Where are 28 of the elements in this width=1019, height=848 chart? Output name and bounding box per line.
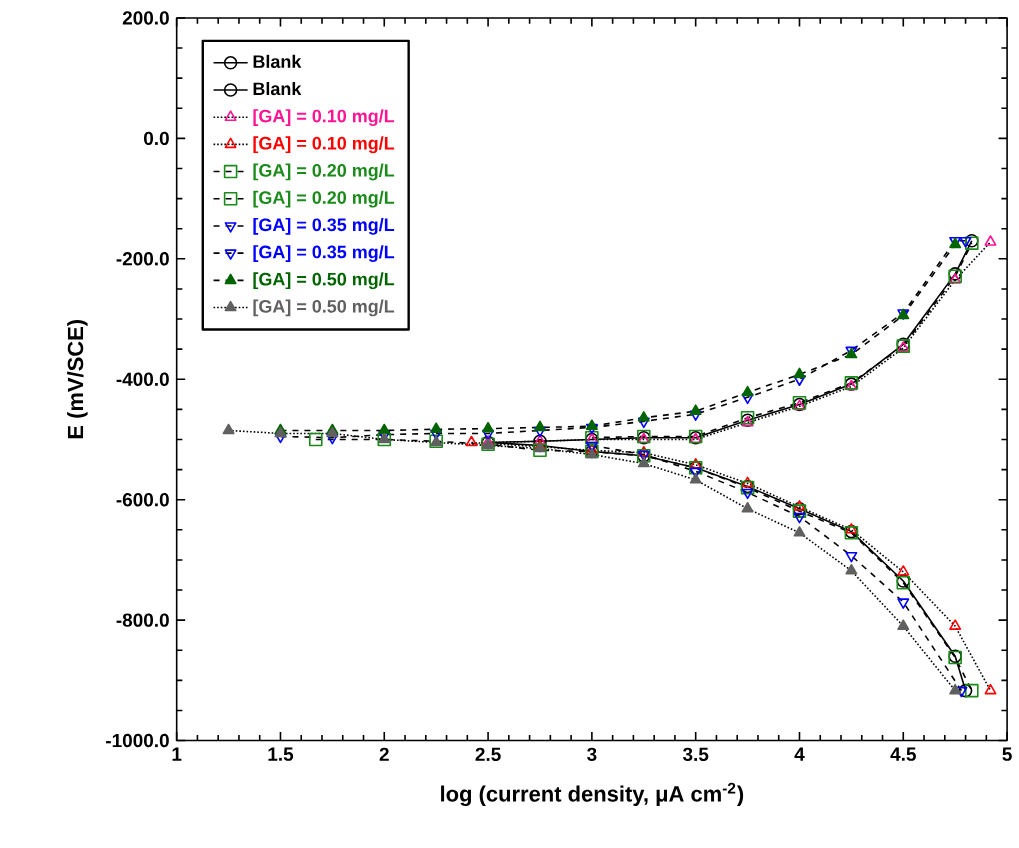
x-tick-label: 4.5 bbox=[890, 747, 916, 761]
legend-label: [GA] = 0.10 mg/L bbox=[253, 136, 395, 154]
legend-label: Blank bbox=[253, 54, 302, 68]
y-tick-label: 200.0 bbox=[122, 11, 169, 25]
x-tick-label: 1.5 bbox=[268, 747, 294, 761]
x-tick-label: 5 bbox=[1002, 747, 1012, 761]
y-tick-label: -400.0 bbox=[116, 372, 169, 386]
y-tick-label: 0.0 bbox=[144, 131, 169, 145]
x-tick-label: 2 bbox=[379, 747, 389, 761]
legend-label: [GA] = 0.20 mg/L bbox=[253, 190, 395, 208]
y-tick-label: -600.0 bbox=[116, 492, 169, 507]
x-tick-label: 3.5 bbox=[682, 747, 709, 761]
y-axis-title: E (mV/SCE) bbox=[67, 319, 88, 438]
legend-label: [GA] = 0.50 mg/L bbox=[253, 272, 395, 289]
y-tick-label: -200.0 bbox=[116, 251, 169, 266]
x-axis-title: log (current density, μA cm$^{-2}$) bbox=[441, 782, 744, 806]
x-tick-label: 4 bbox=[794, 747, 805, 761]
legend-label: Blank bbox=[253, 81, 302, 96]
y-tick-label: -800.0 bbox=[116, 613, 169, 627]
legend-label: [GA] = 0.35 mg/L bbox=[253, 244, 395, 262]
x-tick-label: 2.5 bbox=[475, 747, 501, 761]
legend-label: [GA] = 0.20 mg/L bbox=[253, 163, 395, 181]
y-tick-label: -1000.0 bbox=[106, 733, 169, 748]
legend-label: [GA] = 0.35 mg/L bbox=[253, 217, 395, 235]
x-tick-label: 1 bbox=[172, 747, 182, 761]
x-tick-label: 3 bbox=[587, 747, 597, 761]
legend-label: [GA] = 0.50 mg/L bbox=[253, 299, 395, 317]
legend-label: [GA] = 0.10 mg/L bbox=[253, 108, 395, 126]
